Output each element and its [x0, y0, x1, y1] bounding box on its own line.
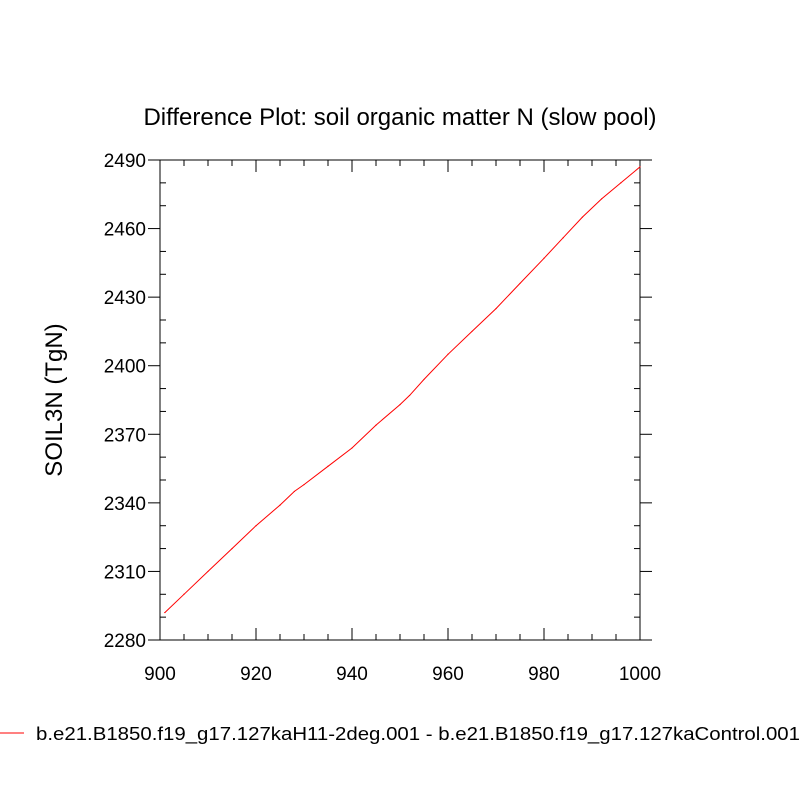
- data-point: [495, 307, 497, 310]
- axis-tick-labels: 900 920 940 960 980 1000 2280 2310 2340 2370 2400 2…: [104, 151, 661, 685]
- data-point: [447, 353, 449, 355]
- x-tick-label: 960: [432, 664, 464, 685]
- data-point: [351, 447, 353, 449]
- y-axis-label: SOIL3N (TgN): [41, 323, 68, 476]
- series-layer: [164, 166, 641, 614]
- data-point: [471, 330, 473, 333]
- y-tick-label: 2460: [104, 220, 146, 241]
- legend: b.e21.B1850.f19_g17.127kaH11-2deg.001 - …: [0, 724, 800, 745]
- data-point: [375, 424, 377, 426]
- data-point: [303, 483, 305, 486]
- data-point: [255, 525, 257, 527]
- data-point: [519, 282, 521, 285]
- data-point: [581, 216, 584, 218]
- legend-label: b.e21.B1850.f19_g17.127kaH11-2deg.001 - …: [36, 724, 800, 745]
- x-tick-label: 920: [240, 664, 272, 685]
- y-tick-label: 2400: [104, 357, 146, 378]
- chart-title: Difference Plot: soil organic matter N (…: [143, 104, 656, 131]
- y-tick-label: 2430: [104, 288, 146, 309]
- data-point: [279, 504, 281, 506]
- data-point: [183, 593, 185, 595]
- data-point: [620, 182, 622, 184]
- data-point: [543, 257, 545, 259]
- axis-ticks: [148, 159, 652, 641]
- y-tick-label: 2280: [104, 631, 146, 652]
- x-tick-label: 980: [528, 664, 560, 685]
- series-line: [164, 166, 641, 613]
- data-point: [409, 394, 411, 397]
- data-point: [164, 611, 166, 614]
- data-point: [639, 166, 641, 168]
- data-point: [601, 198, 603, 200]
- y-tick-label: 2340: [104, 494, 146, 515]
- y-tick-label: 2370: [104, 425, 146, 446]
- data-point: [399, 403, 401, 406]
- y-tick-label: 2490: [104, 151, 146, 172]
- data-point: [562, 237, 564, 239]
- data-point: [207, 570, 209, 573]
- data-point: [231, 547, 233, 550]
- x-tick-label: 1000: [619, 664, 661, 685]
- data-point: [293, 490, 295, 493]
- data-point: [423, 378, 425, 381]
- x-tick-label: 940: [336, 664, 368, 685]
- data-point: [327, 465, 329, 467]
- y-tick-label: 2310: [104, 562, 146, 583]
- x-tick-label: 900: [144, 664, 176, 685]
